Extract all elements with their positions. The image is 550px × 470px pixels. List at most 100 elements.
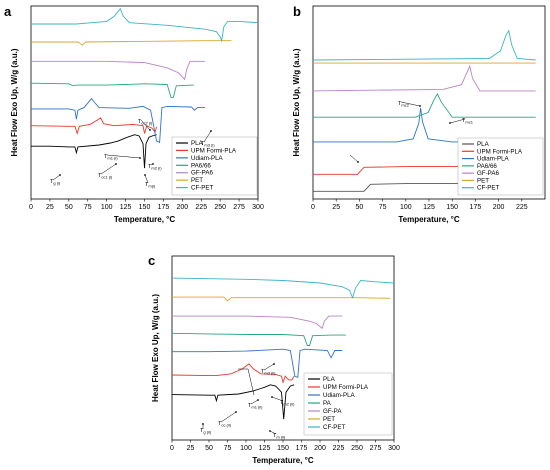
series-line-cf-pet <box>31 7 258 43</box>
annotation-main: T <box>145 182 149 188</box>
series-line-udiam-pla <box>313 107 536 143</box>
legend-label: Udiam-PLA <box>191 155 224 162</box>
legend-label: UPM Formi-PLA <box>191 147 237 154</box>
annotation-subscript: m3 (ii) <box>264 371 276 376</box>
annotation-label: Tm2 (ii) <box>280 400 295 407</box>
series-line-pa6-66 <box>313 93 536 118</box>
legend-label: CF-PET <box>323 424 346 431</box>
panel-letter: c <box>148 253 155 268</box>
annotation-label: Tcc2 (i) <box>138 119 153 126</box>
x-tick-label: 0 <box>311 204 315 211</box>
annotation-subscript: m(i) <box>148 184 156 189</box>
annotation-label: Tmc2 <box>398 101 410 108</box>
legend-label: PLA <box>191 140 204 147</box>
legend-label: CF-PET <box>477 185 500 192</box>
x-tick-label: 25 <box>332 204 340 211</box>
annotation-label: Tm (ii) <box>273 433 286 440</box>
annotation-main: T <box>104 154 108 160</box>
x-tick-label: 125 <box>423 204 435 211</box>
series-line-pet <box>31 40 232 46</box>
annotation-subscript: m1 (ii) <box>251 405 263 410</box>
tg-arrowhead <box>357 161 359 163</box>
annotation-subscript: cc (ii) <box>221 423 231 428</box>
annotation-arrowhead <box>257 399 259 401</box>
legend-label: GF-PA <box>323 408 342 415</box>
annotation-arrowhead <box>269 430 271 432</box>
series-line-gf-pa <box>172 315 343 330</box>
x-axis-label: Temperature, °C <box>114 215 176 224</box>
annotation-main: T <box>201 141 205 147</box>
legend-box <box>303 372 393 436</box>
annotation-subscript: m2 (i) <box>151 166 162 171</box>
annotation-arrow <box>220 411 237 423</box>
curves-group <box>172 277 394 420</box>
curves-group <box>313 29 536 192</box>
annotation-label: Tm1 (i) <box>104 154 118 161</box>
x-tick-label: 200 <box>493 204 505 211</box>
x-tick-label: 75 <box>84 204 92 211</box>
panel-letter: a <box>4 4 12 19</box>
annotation-arrowhead <box>235 411 237 413</box>
annotation-main: T <box>248 403 252 409</box>
annotation-arrow <box>106 154 141 159</box>
annotation-arrowhead <box>419 105 421 107</box>
series-line-upm-formi-pla <box>172 363 295 384</box>
annotation-main: T <box>98 173 102 179</box>
legend-label: PET <box>191 177 203 184</box>
annotation-main: T <box>261 369 265 375</box>
annotation-main: T <box>148 164 152 170</box>
x-tick-label: 250 <box>351 445 363 452</box>
legend-label: GF-PA6 <box>477 170 499 177</box>
x-tick-label: 100 <box>240 445 252 452</box>
annotation-arrow <box>271 396 284 402</box>
x-tick-label: 225 <box>333 445 345 452</box>
annotation-subscript: m2 (ii) <box>283 402 295 407</box>
tg-arrow <box>349 154 359 163</box>
series-line-pa <box>172 332 346 346</box>
annotation-subscript: m3 (i) <box>204 143 215 148</box>
legend-label: PET <box>477 177 489 184</box>
annotation-label: Tm3 (ii) <box>261 369 276 376</box>
series-line-pla <box>313 183 471 192</box>
annotation-arrow <box>400 101 421 107</box>
annotation-arrow <box>269 430 277 435</box>
x-tick-label: 300 <box>252 204 264 211</box>
series-line-cf-pet <box>172 277 394 300</box>
annotation-subscript: mc2 <box>401 103 409 108</box>
annotation-arrowhead <box>449 122 451 124</box>
annotation-main: T <box>50 179 54 185</box>
x-tick-label: 100 <box>400 204 412 211</box>
annotation-main: T <box>138 119 142 125</box>
x-tick-label: 50 <box>356 204 364 211</box>
legend-label: PET <box>323 416 335 423</box>
series-line-udiam-pla <box>172 348 343 379</box>
annotation-main: T <box>273 433 277 439</box>
y-axis-label: Heat Flow Exo Up, W/g (a.u.) <box>292 48 301 156</box>
x-tick-label: 150 <box>277 445 289 452</box>
x-tick-label: 275 <box>233 204 245 211</box>
x-tick-label: 275 <box>370 445 382 452</box>
series-line-pet <box>172 296 391 302</box>
annotation-label: Tcc1 (i) <box>98 173 113 180</box>
panel-b: b 0 25 50 75 100 125 150 175 200 225 Temperature, °… <box>292 4 546 224</box>
legend-label: PLA <box>323 376 336 383</box>
series-line-cf-pet <box>313 29 536 61</box>
annotation-arrowhead <box>149 129 151 131</box>
panel-letter: b <box>293 4 301 19</box>
annotation-main: T <box>280 400 284 406</box>
pointer-arrow <box>238 368 255 396</box>
annotation-arrow <box>203 130 212 143</box>
annotation-label: Tm(i) <box>145 182 156 189</box>
x-tick-label: 175 <box>158 204 170 211</box>
x-tick-label: 225 <box>516 204 528 211</box>
annotation-subscript: m1 (i) <box>107 156 118 161</box>
annotation-label: Tm1 (ii) <box>248 403 263 410</box>
annotation-arrow <box>263 363 275 371</box>
annotation-main: T <box>398 101 402 107</box>
x-tick-label: 75 <box>224 445 232 452</box>
annotation-label: Tmc1 <box>462 118 474 125</box>
annotation-subscript: mc1 <box>465 120 473 125</box>
legend-label: CF-PET <box>191 185 214 192</box>
legend-label: Udiam-PLA <box>323 392 356 399</box>
x-axis-label: Temperature, °C <box>252 456 314 465</box>
